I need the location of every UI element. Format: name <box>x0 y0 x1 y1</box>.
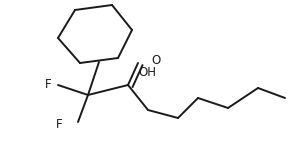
Text: F: F <box>45 77 52 90</box>
Text: F: F <box>56 118 63 131</box>
Text: OH: OH <box>138 66 156 79</box>
Text: O: O <box>151 53 160 66</box>
